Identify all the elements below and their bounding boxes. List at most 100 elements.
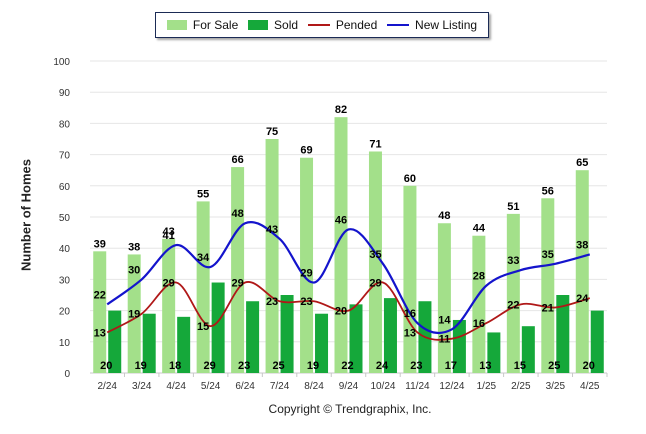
bar-sold — [315, 313, 329, 373]
x-tick-label: 3/24 — [132, 381, 152, 392]
y-tick-label: 70 — [59, 151, 71, 162]
y-tick-label: 0 — [64, 369, 70, 380]
legend-label-pended: Pended — [335, 18, 378, 32]
bar-for-sale — [334, 117, 348, 373]
data-label-pended: 11 — [439, 334, 451, 346]
data-label-for-sale: 75 — [266, 126, 278, 138]
bar-for-sale — [196, 201, 210, 373]
y-tick-label: 30 — [59, 275, 71, 286]
data-label-new-listing: 35 — [542, 249, 554, 261]
data-label-sold: 25 — [548, 360, 560, 372]
data-label-sold: 19 — [135, 360, 147, 372]
data-label-pended: 23 — [300, 296, 312, 308]
legend-swatch-for-sale — [166, 20, 187, 30]
x-tick-label: 11/24 — [405, 381, 430, 392]
x-tick-label: 4/24 — [166, 381, 186, 392]
bar-for-sale — [368, 151, 382, 373]
data-label-new-listing: 14 — [438, 314, 451, 326]
y-tick-label: 60 — [59, 182, 71, 193]
bar-for-sale — [231, 167, 245, 373]
data-label-for-sale: 48 — [438, 210, 450, 222]
data-label-sold: 23 — [410, 360, 422, 372]
data-label-for-sale: 69 — [300, 145, 312, 157]
legend-line-pended — [307, 24, 330, 26]
data-label-pended: 19 — [128, 309, 140, 321]
data-label-for-sale: 60 — [404, 173, 416, 185]
data-label-new-listing: 22 — [94, 289, 106, 301]
data-label-new-listing: 16 — [404, 308, 416, 320]
y-tick-label: 80 — [59, 119, 71, 130]
data-label-new-listing: 38 — [576, 239, 588, 251]
bar-sold — [590, 310, 604, 373]
bar-for-sale — [265, 139, 279, 373]
data-label-new-listing: 43 — [266, 224, 278, 236]
data-label-for-sale: 43 — [163, 226, 175, 238]
bar-sold — [383, 298, 397, 373]
data-label-new-listing: 30 — [128, 264, 140, 276]
data-label-pended: 13 — [94, 327, 106, 339]
bar-sold — [521, 326, 535, 373]
data-label-for-sale: 82 — [335, 104, 347, 116]
legend-item-pended: Pended — [307, 18, 378, 32]
data-label-new-listing: 35 — [369, 249, 381, 261]
x-tick-label: 3/25 — [546, 381, 566, 392]
data-label-sold: 17 — [445, 360, 457, 372]
y-tick-label: 90 — [59, 88, 71, 99]
data-label-new-listing: 28 — [473, 271, 485, 283]
data-label-for-sale: 39 — [94, 238, 106, 250]
data-label-sold: 13 — [479, 360, 491, 372]
data-label-new-listing: 46 — [335, 214, 347, 226]
legend-swatch-sold — [248, 20, 269, 30]
x-tick-label: 8/24 — [304, 381, 324, 392]
line-new-listing — [106, 221, 591, 335]
data-label-sold: 24 — [376, 360, 389, 372]
data-label-pended: 16 — [473, 318, 485, 330]
bar-for-sale — [541, 198, 555, 373]
bar-for-sale — [575, 170, 589, 373]
legend-label-new-listing: New Listing — [415, 18, 478, 32]
bar-for-sale — [472, 235, 486, 373]
data-label-pended: 29 — [231, 278, 243, 290]
bar-for-sale — [93, 251, 107, 373]
bar-sold — [246, 301, 260, 373]
bar-sold — [177, 316, 191, 373]
data-label-pended: 21 — [542, 302, 554, 314]
data-label-sold: 19 — [307, 360, 319, 372]
x-tick-label: 2/24 — [97, 381, 117, 392]
data-label-for-sale: 38 — [128, 241, 140, 253]
line-pended — [106, 281, 591, 341]
legend-item-sold: Sold — [248, 18, 298, 32]
data-label-pended: 13 — [404, 327, 416, 339]
bar-sold — [556, 295, 570, 373]
y-tick-label: 10 — [59, 338, 71, 349]
y-tick-label: 40 — [59, 244, 71, 255]
x-tick-label: 5/24 — [201, 381, 221, 392]
data-label-new-listing: 34 — [197, 252, 210, 264]
data-label-for-sale: 66 — [231, 154, 243, 166]
data-label-pended: 15 — [197, 321, 209, 333]
data-label-new-listing: 33 — [507, 255, 519, 267]
data-label-pended: 29 — [369, 278, 381, 290]
bar-sold — [280, 295, 294, 373]
data-label-for-sale: 65 — [576, 157, 588, 169]
data-label-new-listing: 41 — [163, 230, 175, 242]
x-tick-label: 2/25 — [511, 381, 531, 392]
data-label-new-listing: 29 — [300, 268, 312, 280]
bar-sold — [349, 304, 363, 373]
bar-for-sale — [300, 157, 314, 373]
bar-sold — [211, 282, 225, 373]
legend-line-new-listing — [387, 24, 410, 26]
x-tick-label: 10/24 — [370, 381, 395, 392]
data-label-pended: 22 — [507, 299, 519, 311]
bar-sold — [452, 319, 466, 373]
copyright-text: Copyright © Trendgraphix, Inc. — [268, 402, 432, 416]
data-label-for-sale: 51 — [507, 201, 519, 213]
data-label-sold: 15 — [514, 360, 526, 372]
data-label-pended: 23 — [266, 296, 278, 308]
data-label-for-sale: 44 — [473, 223, 486, 235]
data-label-sold: 25 — [272, 360, 284, 372]
bar-for-sale — [437, 223, 451, 373]
y-tick-label: 20 — [59, 307, 71, 318]
data-label-new-listing: 48 — [231, 208, 243, 220]
